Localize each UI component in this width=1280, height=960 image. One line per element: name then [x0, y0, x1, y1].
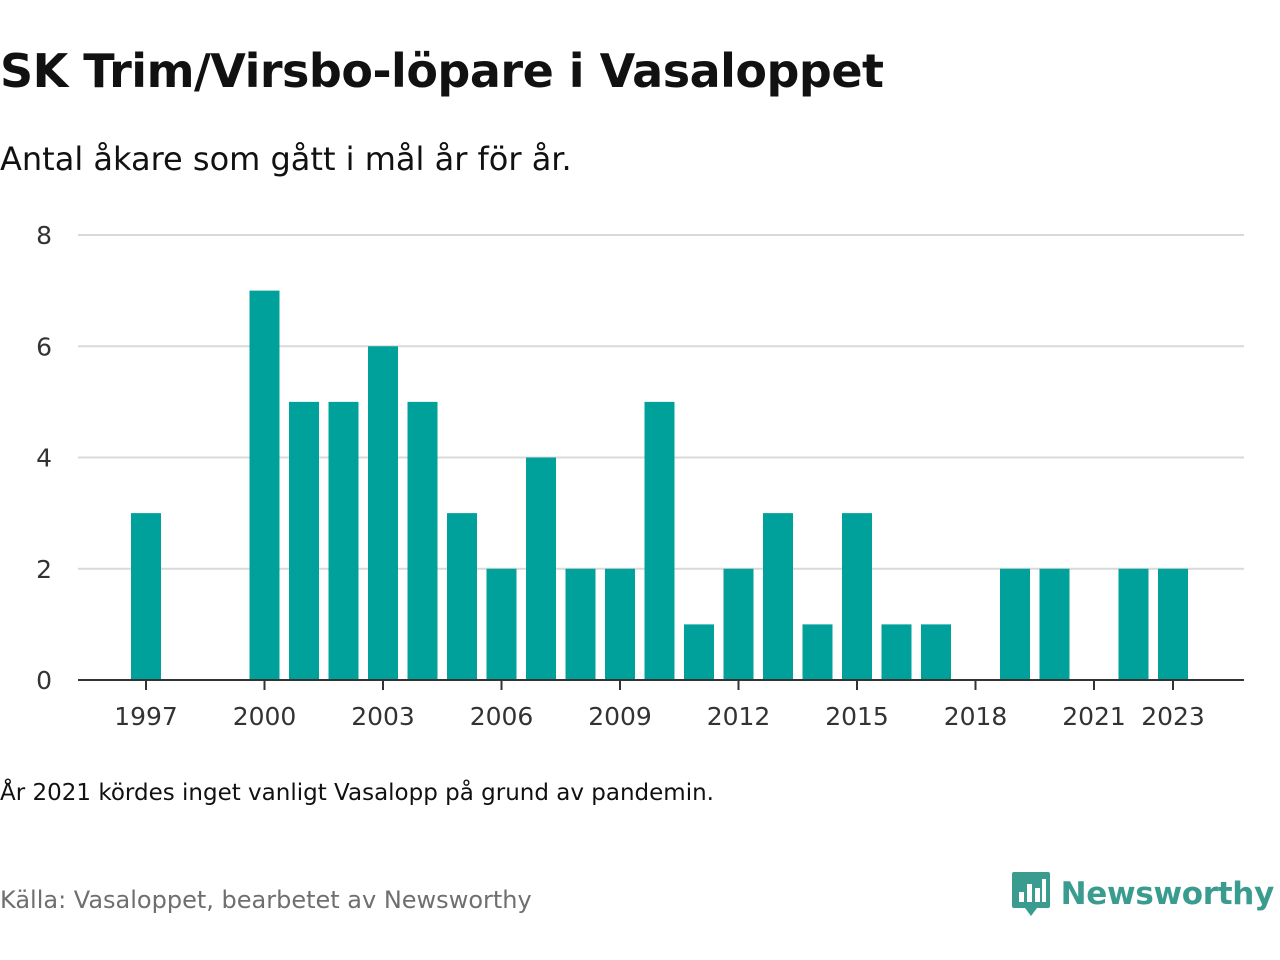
newsworthy-logo: Newsworthy: [1011, 870, 1274, 918]
x-tick-label: 2018: [944, 702, 1008, 731]
bar-2000: [249, 290, 280, 680]
bar-2008: [565, 568, 596, 680]
y-tick-label: 4: [36, 444, 52, 473]
brand-name: Newsworthy: [1060, 876, 1275, 912]
bars: [131, 290, 1188, 680]
y-tick-label: 2: [36, 555, 52, 584]
source-text: Källa: Vasaloppet, bearbetet av Newswort…: [0, 886, 532, 914]
y-axis: 0 2 4 6 8: [36, 221, 52, 695]
x-tick-label: 2003: [351, 702, 415, 731]
bar-2010: [644, 401, 675, 680]
chart-note: År 2021 kördes inget vanligt Vasalopp på…: [0, 780, 714, 806]
bar-1997: [131, 513, 161, 680]
x-tick-label: 2021: [1062, 702, 1126, 731]
x-axis: 1997 2000 2003 2006 2009 2012 2015 2018 2021 2023: [114, 680, 1205, 731]
bar-2003: [368, 346, 398, 680]
bar-2016: [881, 624, 912, 680]
bar-2017: [921, 624, 951, 680]
bar-2014: [802, 624, 833, 680]
y-tick-label: 0: [36, 666, 52, 695]
y-tick-label: 6: [36, 332, 52, 361]
bar-2009: [605, 568, 635, 680]
x-tick-label: 2000: [233, 702, 297, 731]
bar-2001: [289, 401, 319, 680]
bar-2020: [1039, 568, 1070, 680]
x-tick-label: 1997: [114, 702, 178, 731]
bar-2019: [1000, 568, 1030, 680]
bar-2011: [684, 624, 714, 680]
bar-2012: [723, 568, 754, 680]
newsworthy-logo-icon: [1011, 872, 1050, 916]
bar-2023: [1158, 568, 1188, 680]
x-tick-label: 2006: [470, 702, 534, 731]
bar-2002: [328, 401, 359, 680]
x-tick-label: 2023: [1141, 702, 1205, 731]
x-tick-label: 2015: [825, 702, 889, 731]
bar-2015: [842, 513, 872, 680]
bar-chart: 1997 2000 2003 2006 2009 2012 2015 2018 2021 2023…: [36, 221, 1244, 731]
bar-2022: [1118, 568, 1149, 680]
x-tick-label: 2009: [588, 702, 652, 731]
chart-subtitle: Antal åkare som gått i mål år för år.: [0, 140, 572, 178]
bar-2007: [526, 457, 556, 680]
bar-2005: [447, 513, 477, 680]
y-tick-label: 8: [36, 221, 52, 250]
chart-title: SK Trim/Virsbo-löpare i Vasaloppet: [0, 44, 884, 98]
x-tick-label: 2012: [707, 702, 771, 731]
bar-2013: [763, 513, 793, 680]
bar-2006: [486, 568, 517, 680]
bar-2004: [407, 401, 438, 680]
